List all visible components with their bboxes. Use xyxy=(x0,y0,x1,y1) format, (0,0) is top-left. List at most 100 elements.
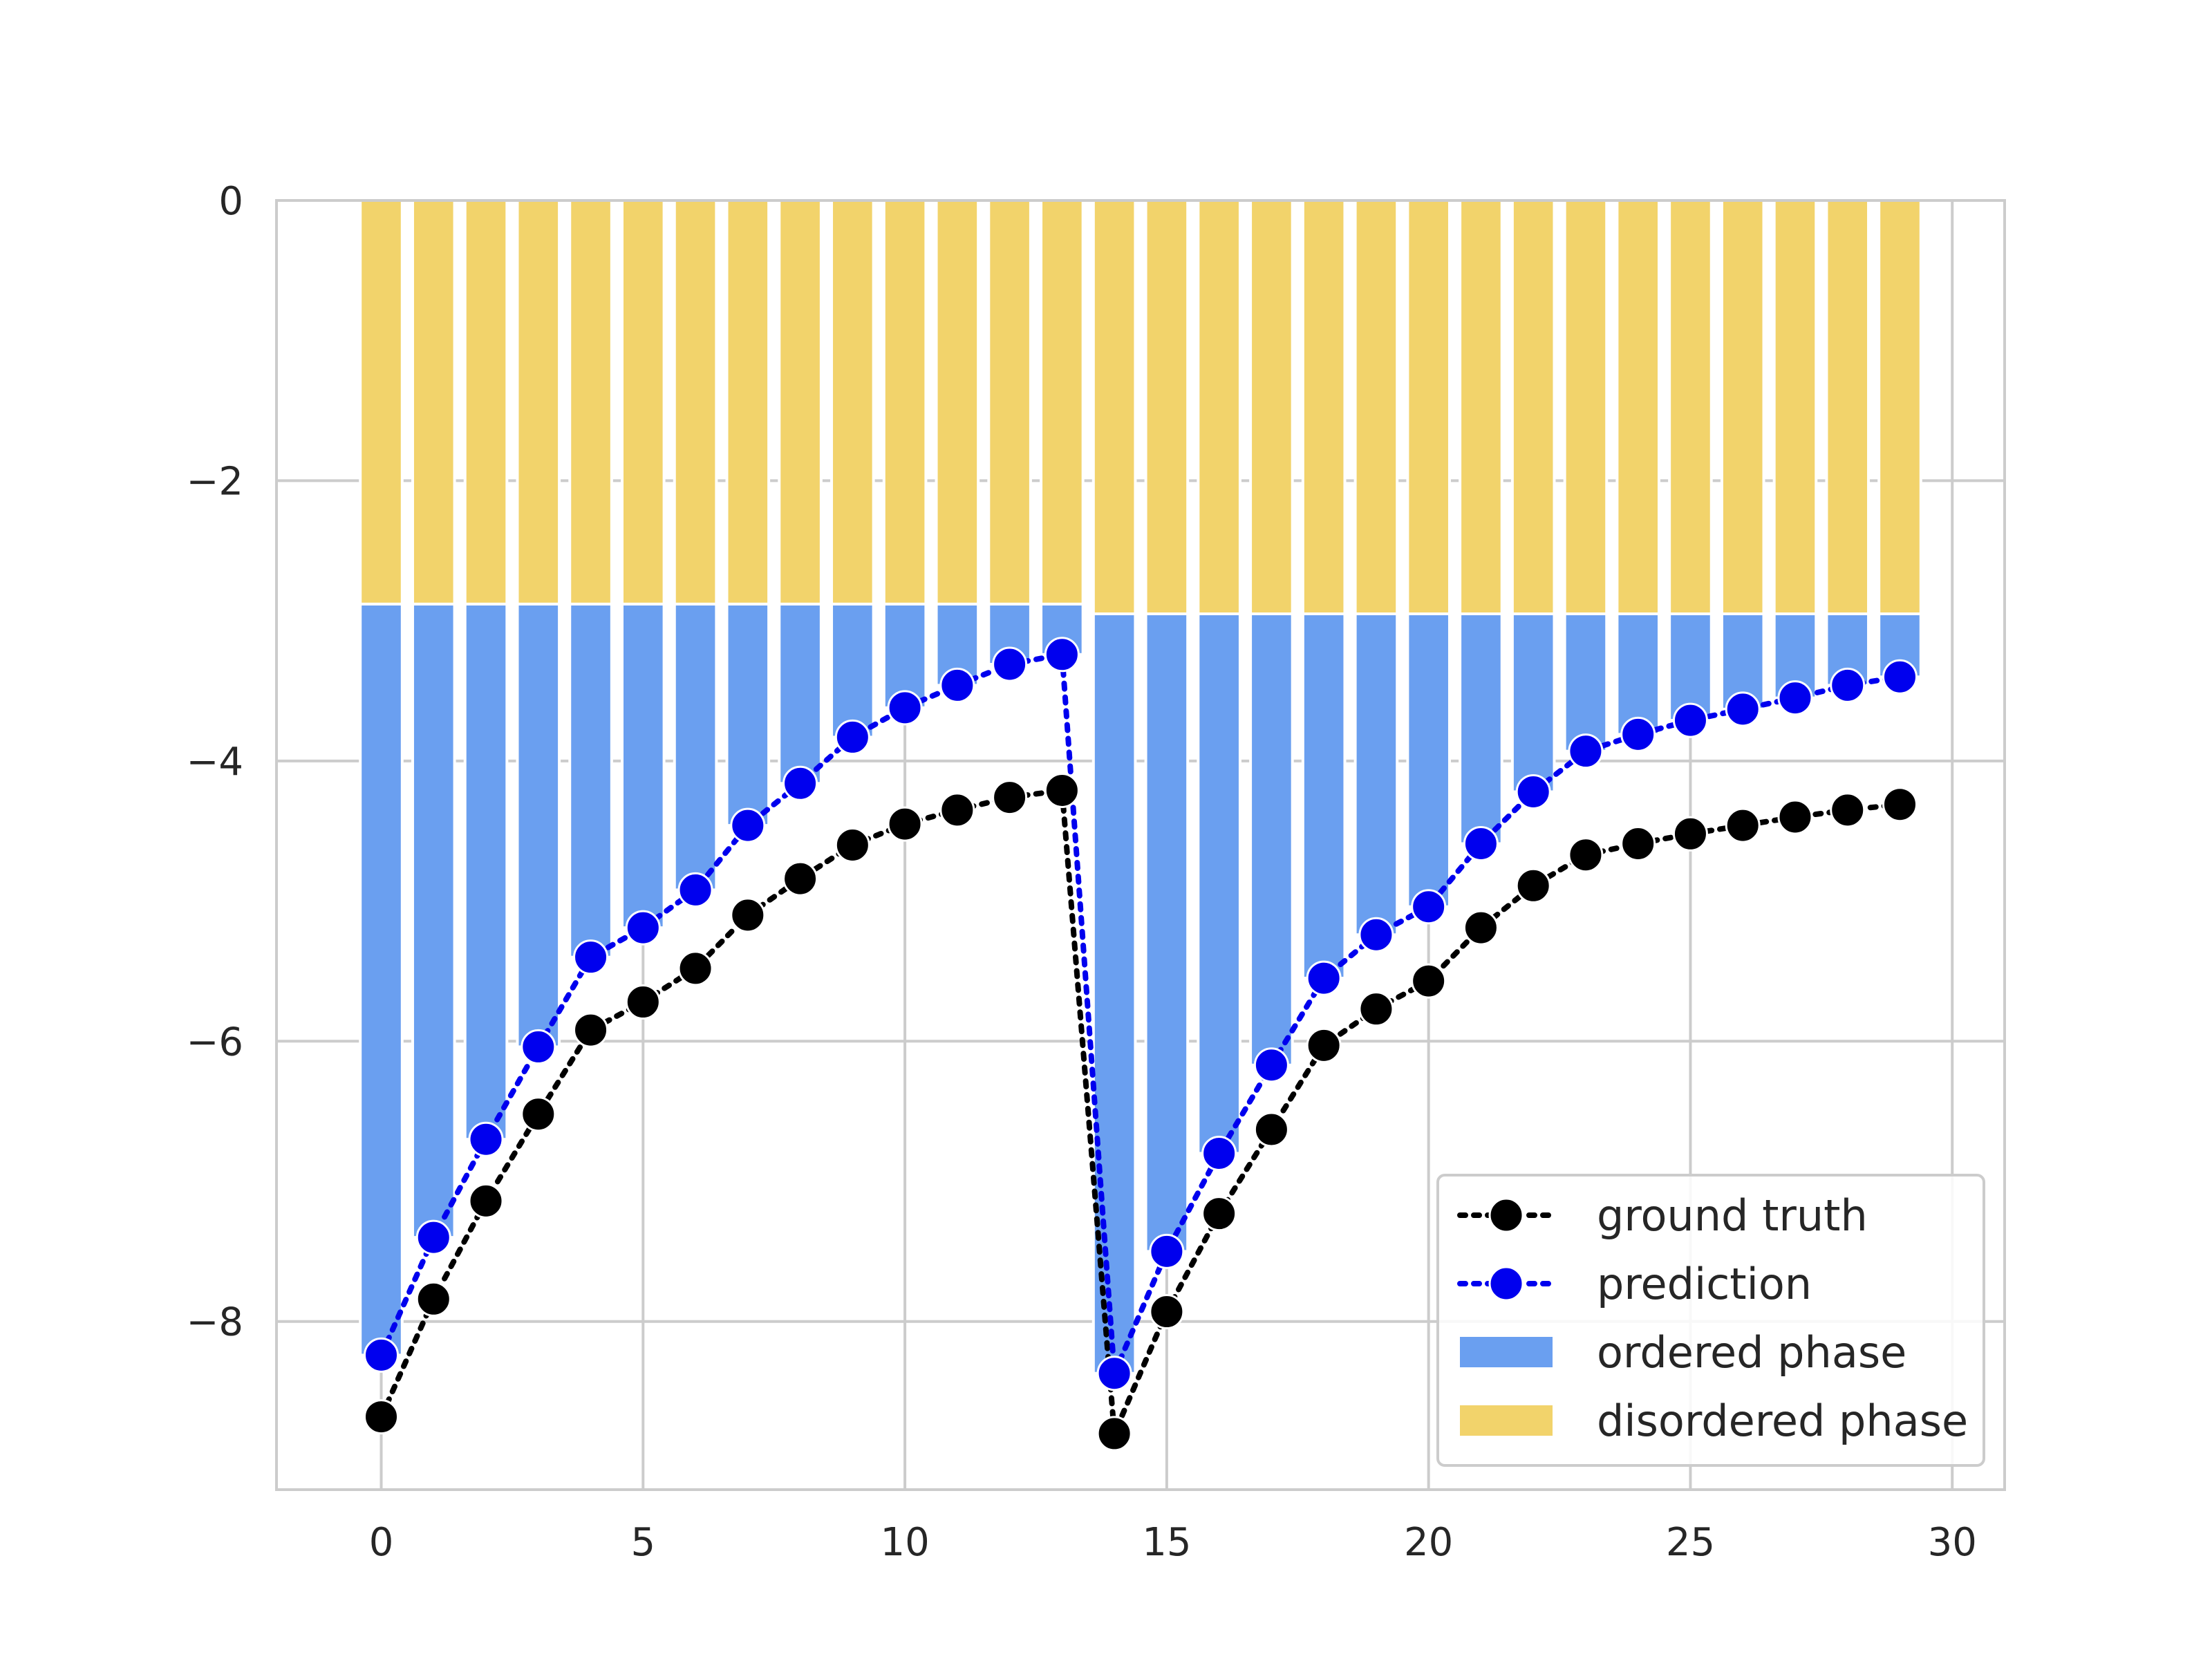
ground-truth-point xyxy=(468,1183,504,1219)
ordered-phase-bar xyxy=(725,602,771,827)
ground-truth-point xyxy=(939,792,975,828)
ground-truth-point xyxy=(1044,772,1080,808)
prediction-point xyxy=(1201,1135,1237,1171)
prediction-point xyxy=(415,1219,451,1255)
ordered-phase-bar xyxy=(411,602,456,1239)
ground-truth-point xyxy=(677,950,713,986)
x-tick-label: 20 xyxy=(1404,1520,1453,1565)
prediction-point xyxy=(1463,825,1499,861)
prediction-point xyxy=(1253,1047,1289,1083)
disordered-phase-bar xyxy=(1563,199,1609,616)
ground-truth-point xyxy=(1411,963,1447,999)
ground-truth-point xyxy=(1358,991,1394,1027)
ground-truth-point xyxy=(1882,787,1918,823)
prediction-point xyxy=(1830,667,1866,703)
prediction-point xyxy=(992,646,1028,682)
ordered-phase-bar xyxy=(1249,612,1294,1067)
ordered-phase-bar xyxy=(1353,612,1399,937)
ordered-phase-bar xyxy=(1615,612,1661,736)
prediction-point xyxy=(1620,716,1656,752)
disordered-phase-bar xyxy=(1144,199,1190,616)
legend-ordered-phase-swatch xyxy=(1460,1337,1553,1367)
ordered-phase-bar xyxy=(568,602,613,959)
disordered-phase-bar xyxy=(1615,199,1661,616)
ground-truth-point xyxy=(1201,1196,1237,1232)
y-tick-label: 0 xyxy=(218,179,243,224)
legend-ground-truth-label: ground truth xyxy=(1597,1190,1868,1241)
disordered-phase-bar xyxy=(1668,199,1713,616)
legend: ground truth prediction ordered phase disor… xyxy=(1436,1174,1985,1467)
ground-truth-point xyxy=(1725,807,1761,843)
ordered-phase-bar xyxy=(359,602,404,1357)
disordered-phase-bar xyxy=(830,199,875,606)
ground-truth-point xyxy=(1463,910,1499,946)
disordered-phase-bar xyxy=(1720,199,1765,616)
legend-ground-truth-marker xyxy=(1488,1197,1524,1233)
ordered-phase-bar xyxy=(830,602,875,739)
prediction-point xyxy=(887,690,923,726)
disordered-phase-bar xyxy=(1877,199,1922,616)
ground-truth-point xyxy=(730,897,766,933)
disordered-phase-bar xyxy=(673,199,718,606)
legend-disordered-phase-swatch xyxy=(1460,1405,1553,1436)
prediction-point xyxy=(1411,889,1447,925)
ground-truth-point xyxy=(1777,799,1813,835)
legend-box xyxy=(1436,1174,1985,1467)
ground-truth-point xyxy=(415,1281,451,1317)
disordered-phase-bar xyxy=(411,199,456,606)
legend-prediction-label: prediction xyxy=(1597,1259,1812,1309)
disordered-phase-bar xyxy=(725,199,771,606)
prediction-point xyxy=(677,872,713,908)
disordered-phase-bar xyxy=(1301,199,1347,616)
disordered-phase-bar xyxy=(882,199,928,606)
disordered-phase-bar xyxy=(1249,199,1294,616)
ground-truth-point xyxy=(1306,1027,1342,1063)
disordered-phase-bar xyxy=(621,199,666,606)
disordered-phase-bar xyxy=(1353,199,1399,616)
legend-prediction-marker xyxy=(1488,1266,1524,1302)
y-tick-label: −8 xyxy=(186,1300,243,1345)
ordered-phase-bar xyxy=(673,602,718,892)
ground-truth-point xyxy=(364,1399,400,1435)
ordered-phase-bar xyxy=(516,602,561,1049)
disordered-phase-bar xyxy=(516,199,561,606)
ordered-phase-bar xyxy=(778,602,823,785)
prediction-point xyxy=(625,910,661,946)
prediction-point xyxy=(573,939,609,975)
y-tick-label: −2 xyxy=(186,459,243,504)
ground-truth-point xyxy=(1253,1112,1289,1147)
ordered-phase-bar xyxy=(1510,612,1556,794)
disordered-phase-bar xyxy=(778,199,823,606)
x-tick-label: 0 xyxy=(369,1520,394,1565)
disordered-phase-bar xyxy=(1459,199,1503,616)
tick-labels: 0 5 10 15 20 25 30 0 −2 −4 −6 −8 xyxy=(186,179,1976,1565)
y-tick-label: −6 xyxy=(186,1020,243,1065)
disordered-phase-bar xyxy=(1510,199,1556,616)
ground-truth-point xyxy=(625,984,661,1020)
prediction-point xyxy=(1672,702,1708,738)
ground-truth-point xyxy=(1620,825,1656,861)
prediction-point xyxy=(1882,659,1918,695)
disordered-phase-bar xyxy=(1091,199,1137,616)
ground-truth-point xyxy=(1830,792,1866,828)
disordered-phase-bar xyxy=(987,199,1032,606)
disordered-phase-bar xyxy=(1406,199,1451,616)
disordered-phase-bar xyxy=(935,199,980,606)
ordered-phase-bar xyxy=(1197,612,1241,1155)
prediction-point xyxy=(1515,774,1551,809)
x-tick-label: 15 xyxy=(1142,1520,1191,1565)
x-tick-label: 25 xyxy=(1666,1520,1715,1565)
x-tick-label: 5 xyxy=(630,1520,655,1565)
bars xyxy=(359,199,1922,1375)
ground-truth-point xyxy=(834,827,870,863)
legend-ordered-phase-label: ordered phase xyxy=(1597,1327,1906,1378)
ground-truth-point xyxy=(1149,1294,1185,1330)
series-points xyxy=(364,637,1918,1452)
prediction-point xyxy=(939,667,975,703)
disordered-phase-bar xyxy=(568,199,613,606)
prediction-point xyxy=(730,807,766,843)
ordered-phase-bar xyxy=(1563,612,1609,753)
ground-truth-point xyxy=(1515,868,1551,903)
ordered-phase-bar xyxy=(463,602,509,1141)
